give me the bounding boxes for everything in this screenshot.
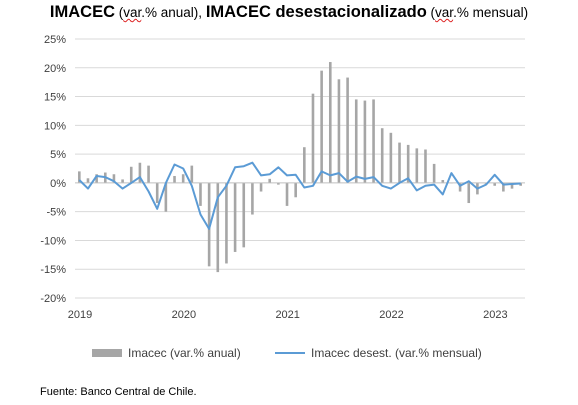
bar-37 [398, 142, 401, 183]
bar-50 [510, 182, 514, 189]
y-tick-label: -5% [46, 207, 66, 219]
bar-0 [78, 171, 81, 183]
chart-plot: 25% 20% 15% 10% 5% 0% -5% -10% -15% -20% 2019 2020… [40, 34, 525, 321]
bar-19 [242, 182, 246, 248]
title-var-1: var [123, 5, 142, 20]
title-imacec: IMACEC [49, 3, 115, 21]
y-tick-label: -10% [40, 235, 66, 247]
bar-10 [164, 182, 168, 212]
bar-1 [86, 178, 90, 183]
bar-29 [328, 62, 332, 183]
title-monthly-unit: .% mensual) [453, 5, 529, 20]
legend-label-bars: Imacec (var.% anual) [128, 346, 241, 360]
y-tick-label: 0% [50, 178, 66, 190]
bar-12 [181, 174, 185, 183]
bar-9 [155, 182, 159, 204]
y-tick-labels: 25% 20% 15% 10% 5% 0% -5% -10% -15% -20% [40, 34, 66, 305]
bar-16 [216, 182, 220, 273]
source-note: Fuente: Banco Central de Chile. [40, 386, 197, 398]
bar-17 [225, 182, 228, 264]
bar-4 [112, 174, 116, 183]
bar-40 [424, 149, 427, 183]
y-tick-label: 20% [44, 63, 66, 75]
x-tick-label: 2021 [275, 309, 299, 321]
series-line-desest [78, 161, 521, 230]
bar-30 [337, 79, 341, 183]
y-tick-label: 15% [44, 92, 66, 104]
y-tick-label: 5% [50, 149, 66, 161]
bar-series [78, 62, 522, 273]
bar-45 [467, 182, 471, 204]
title-var-2: var [435, 5, 454, 20]
bar-27 [311, 93, 315, 183]
bar-48 [493, 182, 497, 186]
title-paren-open: ( [115, 5, 124, 20]
bar-15 [207, 182, 211, 267]
x-tick-labels: 2019 2020 2021 2022 2023 [68, 309, 508, 321]
bar-25 [294, 182, 297, 198]
bar-38 [406, 144, 410, 183]
title-annual-unit: .% anual), [141, 5, 206, 20]
bar-49 [502, 182, 505, 192]
bar-23 [277, 182, 280, 185]
y-tick-label: 25% [44, 34, 66, 46]
bar-32 [354, 99, 358, 183]
bar-18 [233, 182, 237, 252]
bar-22 [268, 178, 272, 183]
legend-swatch-line [275, 352, 305, 354]
bar-2 [95, 174, 98, 183]
bar-14 [199, 182, 202, 206]
bar-41 [432, 163, 436, 183]
bar-33 [363, 100, 367, 183]
bar-20 [251, 182, 254, 215]
bar-36 [389, 132, 393, 183]
chart-title: IMACEC (var.% anual), IMACEC desestacion… [0, 3, 578, 22]
grid-lines [75, 38, 525, 299]
bar-39 [415, 148, 419, 183]
title-desest: IMACEC desestacionalizado [205, 3, 427, 21]
bar-6 [129, 166, 133, 183]
x-tick-label: 2020 [172, 309, 196, 321]
bar-13 [190, 165, 194, 183]
bar-34 [372, 99, 375, 183]
bar-31 [346, 77, 349, 183]
x-tick-label: 2023 [483, 309, 507, 321]
bar-21 [259, 182, 263, 192]
bar-28 [320, 70, 323, 183]
x-tick-label: 2022 [379, 309, 403, 321]
legend-item-bars: Imacec (var.% anual) [92, 346, 241, 360]
bar-24 [285, 182, 289, 206]
y-tick-label: 10% [44, 120, 66, 132]
legend-item-line: Imacec desest. (var.% mensual) [275, 346, 482, 360]
legend: Imacec (var.% anual) Imacec desest. (var… [0, 346, 578, 364]
x-tick-label: 2019 [68, 309, 92, 321]
bar-42 [441, 180, 445, 183]
bar-26 [303, 147, 306, 183]
legend-label-line: Imacec desest. (var.% mensual) [311, 346, 482, 360]
line-series [78, 161, 521, 230]
y-tick-label: -20% [40, 293, 66, 305]
bar-11 [173, 175, 176, 183]
y-tick-label: -15% [40, 264, 66, 276]
bar-5 [121, 179, 124, 183]
title-paren-open-2: ( [426, 5, 436, 20]
bar-44 [458, 182, 462, 192]
bar-7 [138, 162, 142, 183]
legend-swatch-bars [92, 349, 122, 357]
bar-35 [380, 128, 384, 183]
bar-8 [147, 165, 150, 183]
